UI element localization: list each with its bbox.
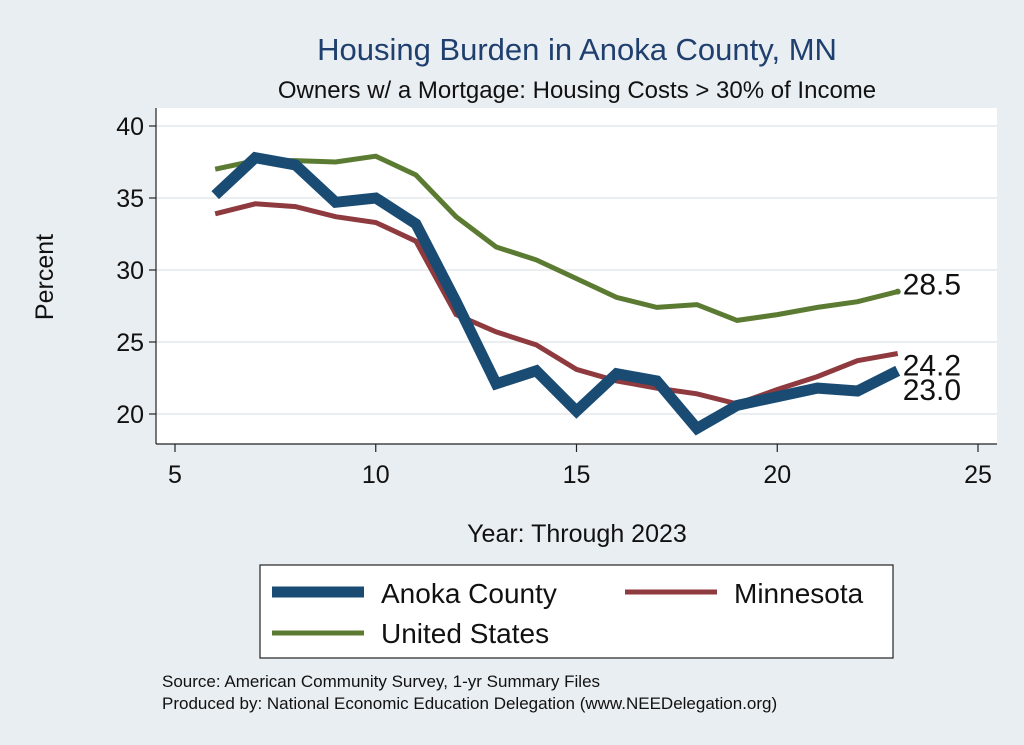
legend-label-minnesota: Minnesota bbox=[734, 578, 864, 609]
chart-subtitle: Owners w/ a Mortgage: Housing Costs > 30… bbox=[278, 77, 876, 104]
end-label-minnesota: 24.2 bbox=[903, 350, 961, 383]
tick-labels: 20 25 30 35 40 5 10 15 20 25 bbox=[116, 113, 992, 489]
series-end-point-united-states bbox=[894, 288, 901, 295]
legend-label-anoka-county: Anoka County bbox=[381, 578, 557, 609]
legend-label-united-states: United States bbox=[381, 618, 549, 649]
end-label-anoka-county: 23.0 bbox=[903, 374, 961, 407]
x-axis-title: Year: Through 2023 bbox=[467, 520, 687, 548]
end-label-united-states: 28.5 bbox=[903, 269, 961, 302]
y-tick-label: 30 bbox=[116, 257, 144, 285]
legend: Anoka County Minnesota United States bbox=[259, 564, 894, 659]
chart-title: Housing Burden in Anoka County, MN bbox=[317, 32, 837, 67]
x-tick-label: 5 bbox=[168, 461, 182, 489]
x-tick-label: 25 bbox=[964, 461, 992, 489]
legend-box bbox=[259, 564, 894, 659]
series-line-united-states bbox=[214, 153, 899, 323]
series-lines bbox=[211, 151, 901, 436]
x-tick-label: 10 bbox=[362, 461, 390, 489]
series-line-minnesota bbox=[214, 201, 899, 407]
gridlines bbox=[156, 125, 997, 415]
producer-note: Produced by: National Economic Education… bbox=[162, 694, 777, 713]
axes bbox=[149, 108, 997, 452]
y-axis-title: Percent bbox=[31, 234, 59, 320]
end-labels: 23.024.2 28.5 bbox=[903, 269, 961, 407]
x-tick-label: 20 bbox=[763, 461, 791, 489]
source-note: Source: American Community Survey, 1-yr … bbox=[162, 672, 600, 691]
y-tick-label: 40 bbox=[116, 113, 144, 141]
x-tick-label: 15 bbox=[563, 461, 591, 489]
series-line-anoka-county bbox=[211, 151, 901, 436]
y-tick-label: 20 bbox=[116, 401, 144, 429]
y-tick-label: 25 bbox=[116, 329, 144, 357]
y-tick-label: 35 bbox=[116, 185, 144, 213]
